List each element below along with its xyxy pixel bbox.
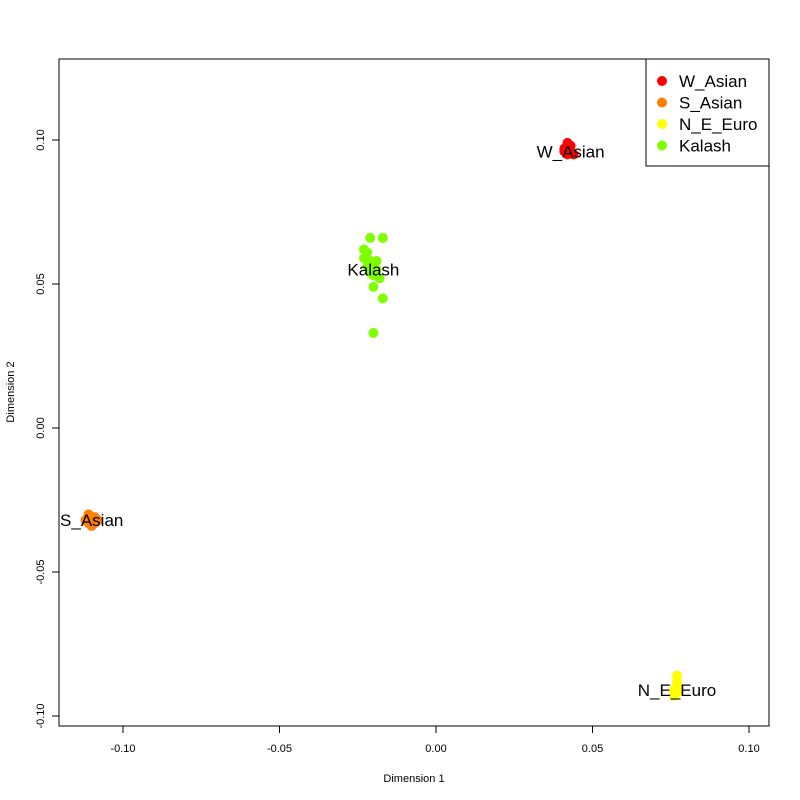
data-point: [374, 273, 385, 284]
data-point: [377, 293, 388, 304]
legend-item: W_Asian: [657, 72, 747, 91]
data-point: [377, 232, 388, 243]
y-axis-title: Dimension 2: [5, 361, 17, 422]
data-point: [80, 515, 91, 526]
legend-label: Kalash: [679, 137, 731, 156]
cluster-labels: W_Asian S_Asian N_E_Euro Kalash: [60, 143, 716, 701]
legend-item: N_E_Euro: [657, 115, 757, 134]
series-w-asian: [559, 137, 579, 160]
legend-dot-icon: [657, 97, 667, 108]
cluster-label: S_Asian: [60, 511, 123, 530]
y-tick-label: 0.05: [35, 273, 47, 294]
x-tick-label: -0.10: [110, 743, 135, 755]
plot-frame: [58, 58, 770, 727]
x-tick-label: 0.05: [582, 743, 603, 755]
legend-dot-icon: [657, 76, 667, 86]
legend-label: N_E_Euro: [679, 115, 757, 134]
data-point: [89, 518, 100, 529]
y-tick-label: 0.10: [35, 129, 47, 150]
legend: W_Asian S_Asian N_E_Euro Kalash: [645, 58, 770, 167]
series-s-asian: [80, 509, 103, 531]
x-tick-label: 0.00: [425, 743, 446, 755]
legend-label: W_Asian: [679, 72, 747, 91]
x-tick-label: -0.05: [267, 743, 292, 755]
cluster-label: N_E_Euro: [638, 681, 716, 700]
data-point: [672, 679, 683, 690]
data-points: [80, 137, 683, 701]
series-n-e-euro: [668, 670, 683, 701]
data-point: [368, 281, 379, 292]
data-point: [562, 143, 573, 154]
legend-item: Kalash: [657, 137, 731, 156]
cluster-label: W_Asian: [537, 143, 605, 162]
y-tick-label: -0.05: [35, 559, 47, 584]
y-tick-label: 0.00: [35, 417, 47, 438]
cluster-label: Kalash: [347, 261, 399, 280]
x-axis-title: Dimension 1: [383, 773, 444, 785]
x-tick-label: 0.10: [738, 743, 759, 755]
x-axis: -0.10 -0.05 0.00 0.05 0.10: [110, 726, 760, 755]
y-tick-label: -0.10: [35, 703, 47, 728]
data-point: [668, 690, 679, 701]
legend-label: S_Asian: [679, 94, 742, 113]
series-kalash: [359, 232, 388, 338]
y-axis: -0.10 -0.05 0.00 0.05 0.10: [35, 129, 59, 729]
legend-item: S_Asian: [657, 94, 742, 113]
legend-dot-icon: [657, 140, 667, 151]
legend-box: [645, 58, 770, 167]
data-point: [365, 232, 376, 243]
legend-dot-icon: [657, 119, 667, 129]
data-point: [368, 327, 379, 338]
